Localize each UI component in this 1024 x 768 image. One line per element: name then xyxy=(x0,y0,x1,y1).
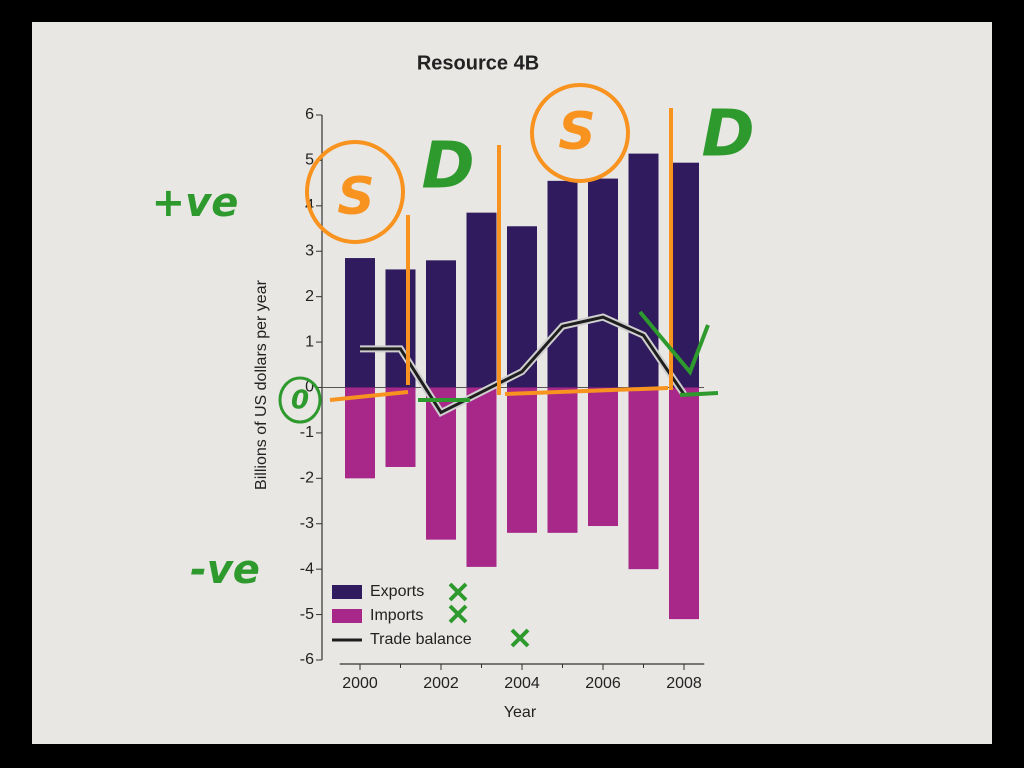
legend-swatch xyxy=(332,585,362,599)
ink-circle xyxy=(530,83,630,183)
bar xyxy=(345,387,375,479)
bar xyxy=(628,387,659,570)
y-tick-label: -3 xyxy=(300,515,314,532)
bar xyxy=(669,387,699,620)
y-tick-label: 6 xyxy=(305,106,314,123)
annotation: -ve xyxy=(190,547,260,593)
ink-circle xyxy=(278,376,322,424)
annotation: S xyxy=(558,102,595,162)
line xyxy=(360,315,686,415)
y-tick-label: 0 xyxy=(305,379,314,396)
y-tick-label: 1 xyxy=(305,333,314,350)
annotation: 0 xyxy=(291,386,309,416)
ink-x xyxy=(510,628,530,648)
annotation: +ve xyxy=(152,180,239,226)
y-tick-label: -4 xyxy=(300,560,314,577)
bar xyxy=(345,258,375,388)
bar xyxy=(426,260,456,388)
x-tick-label: 2008 xyxy=(666,675,702,692)
legend-label: Imports xyxy=(370,607,423,624)
y-tick-label: -6 xyxy=(300,651,314,668)
legend-label: Exports xyxy=(370,583,424,600)
y-tick-label: -1 xyxy=(300,424,314,441)
bar xyxy=(588,178,618,388)
ink-line xyxy=(329,390,409,402)
y-tick-label: 3 xyxy=(305,242,314,259)
annotation: S xyxy=(337,167,374,227)
legend-label: Trade balance xyxy=(370,631,472,648)
x-tick-label: 2006 xyxy=(585,675,621,692)
y-tick-label: 2 xyxy=(305,288,314,305)
bar xyxy=(466,212,497,388)
ink-check xyxy=(638,310,710,376)
ink-x xyxy=(448,582,468,602)
bar xyxy=(507,387,537,533)
bar xyxy=(588,387,618,527)
ink-line xyxy=(679,391,719,397)
y-tick-label: -2 xyxy=(300,470,314,487)
bar xyxy=(466,387,497,567)
bar xyxy=(547,387,578,533)
ink-circle xyxy=(305,140,405,244)
bar xyxy=(385,387,416,467)
x-tick-label: 2000 xyxy=(342,675,378,692)
y-tick-label: 5 xyxy=(305,152,314,169)
y-axis-label: Billions of US dollars per year xyxy=(253,279,270,490)
annotation: D xyxy=(701,98,754,172)
bar xyxy=(547,180,578,388)
y-tick-label: -5 xyxy=(300,606,314,623)
legend-swatch xyxy=(332,609,362,623)
ink-x xyxy=(448,604,468,624)
x-tick-label: 2002 xyxy=(423,675,459,692)
x-axis-label: Year xyxy=(504,704,537,721)
x-tick-label: 2004 xyxy=(504,675,540,692)
ink-line xyxy=(504,386,669,396)
chart-title: Resource 4B xyxy=(417,52,539,74)
annotation: D xyxy=(421,130,474,204)
